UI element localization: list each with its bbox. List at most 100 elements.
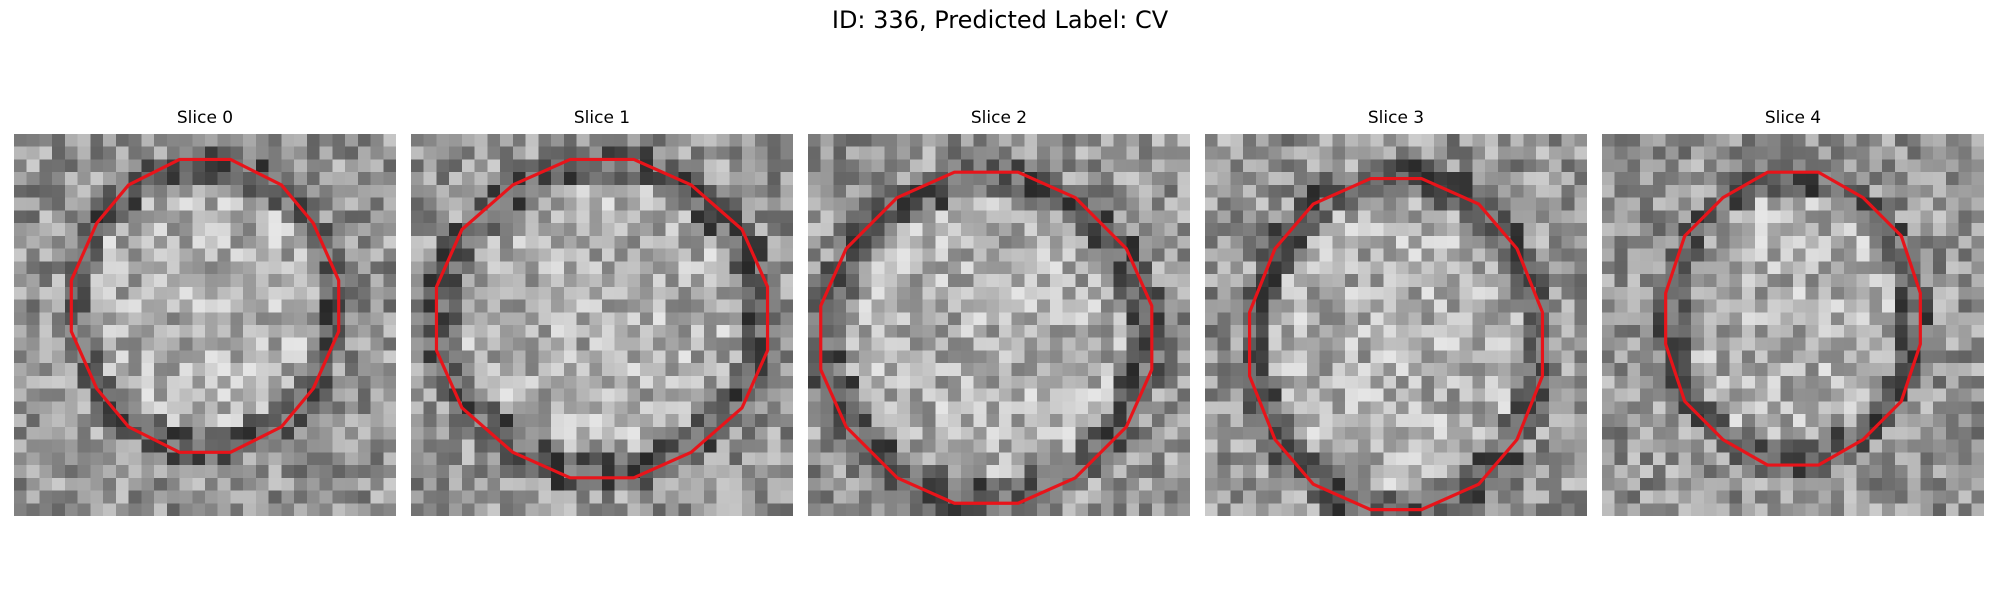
pixel — [1971, 172, 1984, 186]
pixel — [1536, 184, 1550, 198]
pixel — [268, 439, 282, 453]
pixel — [14, 363, 27, 377]
pixel — [154, 235, 168, 249]
pixel — [423, 414, 437, 428]
pixel — [1357, 325, 1371, 338]
pixel — [1459, 261, 1473, 275]
pixel — [780, 197, 793, 211]
pixel — [999, 235, 1012, 249]
pixel — [294, 350, 308, 364]
pixel — [652, 248, 666, 262]
pixel — [1729, 286, 1743, 300]
pixel — [1255, 337, 1269, 351]
pixel — [614, 210, 628, 224]
pixel — [1907, 337, 1921, 351]
pixel — [461, 490, 475, 504]
pixel — [665, 312, 679, 326]
pixel — [973, 184, 987, 198]
pixel — [1894, 477, 1908, 491]
pixel — [230, 248, 244, 262]
pixel — [884, 312, 898, 326]
pixel — [461, 184, 475, 198]
pixel — [357, 134, 371, 147]
pixel — [678, 299, 692, 313]
pixel — [1100, 388, 1114, 402]
pixel — [858, 414, 872, 428]
pixel — [1088, 223, 1102, 237]
pixel — [1446, 426, 1460, 440]
pixel — [166, 184, 180, 198]
pixel — [589, 286, 603, 300]
pixel — [1024, 477, 1038, 491]
pixel — [846, 159, 860, 173]
pixel — [1497, 299, 1511, 313]
pixel — [1151, 477, 1165, 491]
pixel — [1614, 159, 1628, 173]
pixel — [1088, 503, 1102, 516]
pixel — [1497, 337, 1511, 351]
pixel — [780, 490, 793, 504]
pixel — [268, 286, 282, 300]
pixel — [884, 503, 898, 516]
pixel — [986, 134, 1000, 147]
pixel — [1691, 197, 1705, 211]
pixel — [563, 197, 577, 211]
pixel — [1933, 477, 1947, 491]
pixel — [1049, 426, 1063, 440]
pixel — [1205, 248, 1218, 262]
pixel — [742, 465, 756, 479]
pixel — [1614, 490, 1628, 504]
pixel — [1357, 439, 1371, 453]
pixel — [487, 312, 501, 326]
pixel — [294, 146, 308, 160]
pixel — [1319, 388, 1333, 402]
pixel — [423, 235, 437, 249]
pixel — [1907, 401, 1921, 415]
pixel — [960, 503, 974, 516]
pixel — [614, 490, 628, 504]
pixel — [1652, 452, 1666, 466]
pixel — [716, 274, 730, 288]
pixel — [1882, 452, 1896, 466]
pixel — [217, 490, 231, 504]
pixel — [1281, 465, 1295, 479]
pixel — [1869, 337, 1883, 351]
pixel — [1177, 134, 1190, 147]
pixel — [525, 248, 539, 262]
pixel — [691, 503, 705, 516]
pixel — [1177, 299, 1190, 313]
pixel — [1434, 146, 1448, 160]
pixel — [1561, 477, 1575, 491]
pixel — [665, 235, 679, 249]
pixel — [1640, 274, 1654, 288]
pixel — [1665, 325, 1679, 338]
pixel — [1345, 439, 1359, 453]
pixel — [370, 184, 384, 198]
pixel — [1536, 465, 1550, 479]
pixel — [1920, 414, 1934, 428]
pixel — [871, 134, 885, 147]
pixel — [1793, 146, 1806, 160]
pixel — [846, 388, 860, 402]
pixel — [833, 477, 847, 491]
pixel — [652, 274, 666, 288]
pixel — [243, 350, 257, 364]
pixel — [563, 363, 577, 377]
pixel — [1075, 325, 1089, 338]
pixel — [1907, 452, 1921, 466]
pixel — [1345, 452, 1359, 466]
pixel — [461, 375, 475, 389]
pixel — [281, 299, 295, 313]
pixel — [538, 184, 552, 198]
pixel — [716, 261, 730, 275]
pixel — [1088, 426, 1102, 440]
pixel — [357, 350, 371, 364]
pixel — [345, 274, 359, 288]
pixel — [1856, 286, 1870, 300]
pixel — [1294, 312, 1308, 326]
pixel — [948, 261, 962, 275]
pixel — [449, 197, 463, 211]
pixel — [833, 299, 847, 313]
pixel — [115, 223, 129, 237]
pixel — [716, 490, 730, 504]
